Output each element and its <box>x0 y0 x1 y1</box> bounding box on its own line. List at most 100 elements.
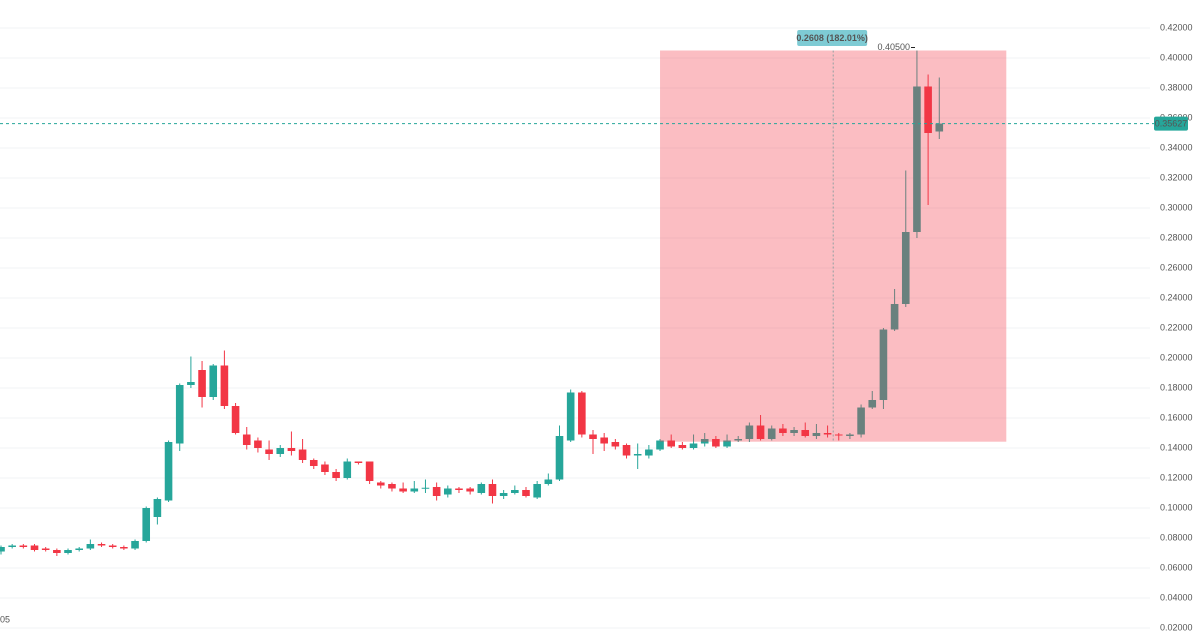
candle-body <box>790 430 798 433</box>
y-tick-label: 0.10000 <box>1160 502 1193 512</box>
candle-body <box>399 488 407 492</box>
candle-body <box>164 442 173 501</box>
candle-body <box>477 484 486 493</box>
candle-body <box>198 370 206 397</box>
candle-body <box>466 488 474 492</box>
candle-body <box>309 460 318 466</box>
candle-body <box>645 449 653 456</box>
candle-body <box>153 499 162 517</box>
candle-body <box>600 437 608 444</box>
candle-body <box>388 484 396 489</box>
candle-body <box>131 541 139 549</box>
candle-body <box>120 547 128 549</box>
candle-body <box>868 400 877 408</box>
candle-body <box>890 304 899 330</box>
candle-body <box>142 508 151 541</box>
candle-body <box>566 392 575 441</box>
candle-body <box>421 487 430 489</box>
last-price-label: 0.35627 <box>1155 118 1188 128</box>
candle-body <box>622 445 631 456</box>
candle-body <box>187 382 195 385</box>
candle-body <box>276 448 285 454</box>
candle-body <box>689 443 698 448</box>
x-tick-label: 05 <box>0 614 10 624</box>
y-tick-label: 0.04000 <box>1160 592 1193 602</box>
candle-body <box>801 430 810 436</box>
candle-body <box>667 440 675 447</box>
candle-body <box>432 487 441 496</box>
candle-body <box>354 461 363 463</box>
candle-body <box>254 440 262 448</box>
candle-body <box>533 484 541 498</box>
candle-body <box>779 428 787 433</box>
candle-body <box>332 472 340 478</box>
candle-body <box>913 86 921 232</box>
candle-body <box>734 439 743 441</box>
y-tick-label: 0.32000 <box>1160 172 1193 182</box>
candle-body <box>265 449 273 454</box>
candle-body <box>745 425 754 439</box>
candle-body <box>846 434 854 436</box>
y-tick-label: 0.30000 <box>1160 202 1193 212</box>
candle-body <box>712 439 720 447</box>
candle-body <box>555 436 564 480</box>
y-tick-label: 0.14000 <box>1160 442 1193 452</box>
y-tick-label: 0.28000 <box>1160 232 1193 242</box>
candle-body <box>343 461 352 478</box>
candle-body <box>578 392 586 435</box>
y-tick-label: 0.16000 <box>1160 412 1193 422</box>
candle-body <box>857 407 865 435</box>
last-price-box <box>1154 116 1188 131</box>
candle-body <box>376 482 385 486</box>
y-tick-label: 0.34000 <box>1160 142 1193 152</box>
candle-body <box>756 425 765 439</box>
candle-body <box>812 433 821 436</box>
candle-body <box>935 123 944 132</box>
candle-body <box>8 545 16 547</box>
candle-body <box>455 488 463 490</box>
candle-body <box>488 484 497 496</box>
candle-body <box>175 385 184 444</box>
y-tick-label: 0.20000 <box>1160 352 1193 362</box>
candle-body <box>242 434 251 445</box>
candle-body <box>97 544 106 546</box>
candle-body <box>544 479 553 484</box>
candle-body <box>499 493 508 496</box>
y-tick-label: 0.12000 <box>1160 472 1193 482</box>
candle-body <box>879 329 888 400</box>
candle-body <box>64 550 72 553</box>
candle-body <box>321 464 329 472</box>
candle-body <box>30 545 39 550</box>
candle-body <box>511 490 519 493</box>
candle-body <box>611 442 620 447</box>
measure-label: 0.2608 (182.01%) <box>796 33 868 43</box>
candle-body <box>410 488 419 492</box>
candle-body <box>365 461 374 481</box>
candle-body <box>220 365 229 406</box>
y-tick-label: 0.26000 <box>1160 262 1193 272</box>
y-tick-label: 0.40000 <box>1160 52 1193 62</box>
y-tick-label: 0.18000 <box>1160 382 1193 392</box>
y-tick-label: 0.24000 <box>1160 292 1193 302</box>
candle-body <box>767 428 776 439</box>
candle-body <box>924 86 932 133</box>
candle-body <box>53 550 61 553</box>
measure-high-label: 0.40500 <box>877 42 910 52</box>
candle-body <box>834 434 843 436</box>
candle-body <box>287 448 296 451</box>
candle-body <box>108 545 117 547</box>
candle-body <box>656 440 664 450</box>
candle-body <box>444 488 452 495</box>
candle-body <box>678 445 687 448</box>
y-tick-label: 0.42000 <box>1160 22 1193 32</box>
measure-label-box <box>797 30 868 46</box>
y-tick-label: 0.22000 <box>1160 322 1193 332</box>
y-tick-label: 0.08000 <box>1160 532 1193 542</box>
candle-body <box>823 433 832 435</box>
candle-body <box>700 439 709 444</box>
candle-body <box>522 490 530 496</box>
candle-body <box>75 548 83 550</box>
candle-body <box>209 365 218 397</box>
y-tick-label: 0.02000 <box>1160 622 1193 632</box>
